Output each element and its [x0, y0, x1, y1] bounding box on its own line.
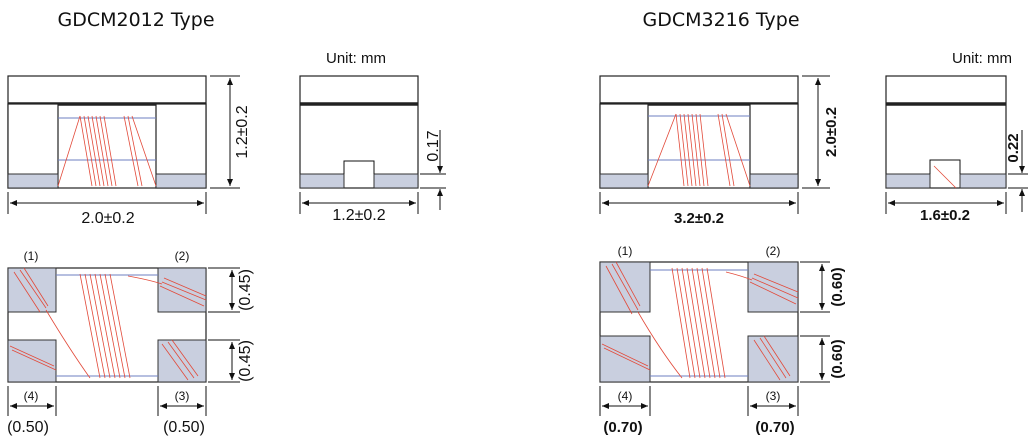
gdcm3216-pad-height-bottom: (0.60) [829, 339, 846, 378]
gdcm3216-pad-height-top: (0.60) [829, 267, 846, 306]
gdcm3216-unit: Unit: mm [952, 50, 1012, 67]
gdcm2012-side-view: 1.2±0.2 2.0±0.2 [7, 75, 251, 227]
gdcm3216-end-view: Unit: mm 0.22 1.6±0.2 [885, 50, 1028, 224]
gdcm2012-title: GDCM2012 Type [57, 9, 214, 31]
gdcm2012-terminal-3: (3) [175, 389, 190, 403]
gdcm2012-terminal-4: (4) [24, 389, 39, 403]
gdcm2012-width-dim: 1.2±0.2 [332, 207, 385, 224]
gdcm3216-terminal-2: (2) [766, 244, 781, 258]
gdcm3216-bottom-view: (1) (2) (3) (4) (0.60) (0.60) (0.70) (0.… [599, 244, 846, 436]
gdcm3216-drawing: GDCM3216 Type 2.0±0.2 3.2±0.2 [599, 9, 1028, 436]
gdcm3216-title: GDCM3216 Type [642, 9, 799, 31]
gdcm3216-terminal-3: (3) [766, 389, 781, 403]
gdcm2012-gap-dim: 0.17 [425, 130, 442, 161]
gdcm3216-length-dim: 3.2±0.2 [674, 210, 724, 227]
gdcm3216-terminal-1: (1) [618, 244, 633, 258]
gdcm2012-pad-width-right: (0.50) [163, 419, 205, 436]
gdcm2012-terminal-2: (2) [175, 249, 190, 263]
gdcm3216-height-dim: 2.0±0.2 [823, 107, 840, 157]
gdcm2012-terminal-1: (1) [24, 249, 39, 263]
gdcm3216-gap-dim: 0.22 [1005, 133, 1022, 162]
gdcm2012-drawing: GDCM2012 Type 1.2±0.2 2. [7, 9, 446, 436]
gdcm2012-bottom-view: (1) (2) (3) (4) (0.45) (0.45) (0.50) (0.… [7, 249, 254, 436]
gdcm2012-unit: Unit: mm [326, 50, 386, 67]
gdcm3216-width-dim: 1.6±0.2 [920, 207, 970, 224]
gdcm3216-pad-width-left: (0.70) [603, 419, 642, 436]
gdcm2012-pad-height-bottom: (0.45) [237, 340, 254, 382]
gdcm2012-height-dim: 1.2±0.2 [234, 105, 251, 158]
gdcm3216-terminal-4: (4) [618, 389, 633, 403]
gdcm2012-pad-height-top: (0.45) [237, 269, 254, 311]
gdcm3216-side-view: 2.0±0.2 3.2±0.2 [599, 75, 840, 227]
gdcm2012-end-view: Unit: mm 0.17 1.2±0.2 [299, 50, 446, 224]
gdcm3216-pad-width-right: (0.70) [755, 419, 794, 436]
gdcm2012-pad-width-left: (0.50) [7, 419, 49, 436]
gdcm2012-length-dim: 2.0±0.2 [81, 210, 134, 227]
